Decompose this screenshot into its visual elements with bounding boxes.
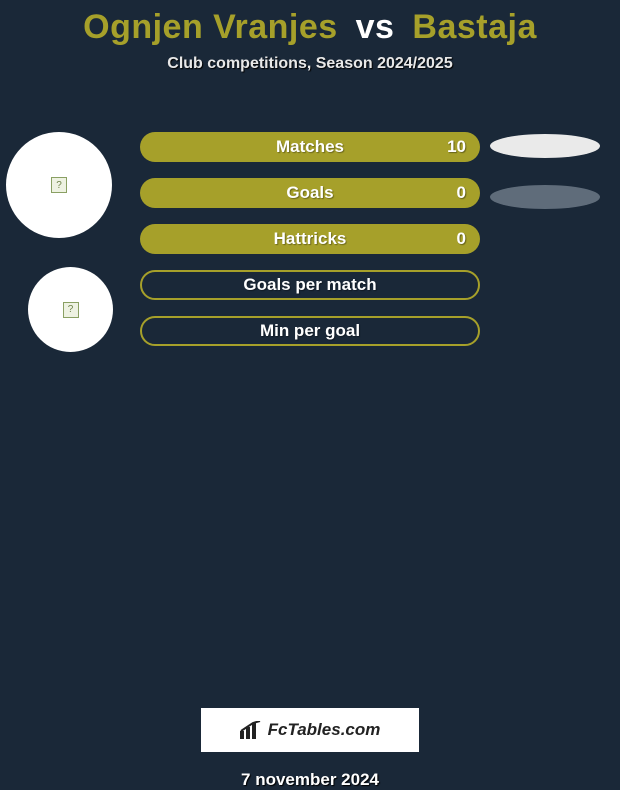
player1-name: Ognjen Vranjes xyxy=(83,8,338,46)
date-label: 7 november 2024 xyxy=(0,770,620,790)
player2-avatar-circle: ? xyxy=(28,267,113,352)
comparison-ellipse-1 xyxy=(490,134,600,158)
stat-bar-matches: Matches 10 xyxy=(140,132,480,162)
stat-bar-goals: Goals 0 xyxy=(140,178,480,208)
stat-value: 0 xyxy=(457,183,466,203)
stat-value: 10 xyxy=(447,137,466,157)
bars-icon xyxy=(240,721,262,739)
placeholder-icon: ? xyxy=(63,302,79,318)
stat-label: Goals xyxy=(286,183,333,203)
stat-bar-goals-per-match: Goals per match xyxy=(140,270,480,300)
stat-bar-hattricks: Hattricks 0 xyxy=(140,224,480,254)
page-title: Ognjen Vranjes vs Bastaja xyxy=(0,8,620,47)
comparison-ellipse-2 xyxy=(490,185,600,209)
stat-label: Hattricks xyxy=(274,229,347,249)
stat-label: Goals per match xyxy=(243,275,376,295)
stat-label: Min per goal xyxy=(260,321,360,341)
player2-name: Bastaja xyxy=(412,8,536,46)
stat-label: Matches xyxy=(276,137,344,157)
brand-label: FcTables.com xyxy=(268,720,381,740)
player1-avatar-circle: ? xyxy=(6,132,112,238)
stat-bar-min-per-goal: Min per goal xyxy=(140,316,480,346)
placeholder-icon: ? xyxy=(51,177,67,193)
brand-box: FcTables.com xyxy=(201,708,419,752)
vs-label: vs xyxy=(356,8,395,46)
subtitle: Club competitions, Season 2024/2025 xyxy=(0,55,620,73)
stat-value: 0 xyxy=(457,229,466,249)
stats-bars: Matches 10 Goals 0 Hattricks 0 Goals per match… xyxy=(140,132,480,362)
